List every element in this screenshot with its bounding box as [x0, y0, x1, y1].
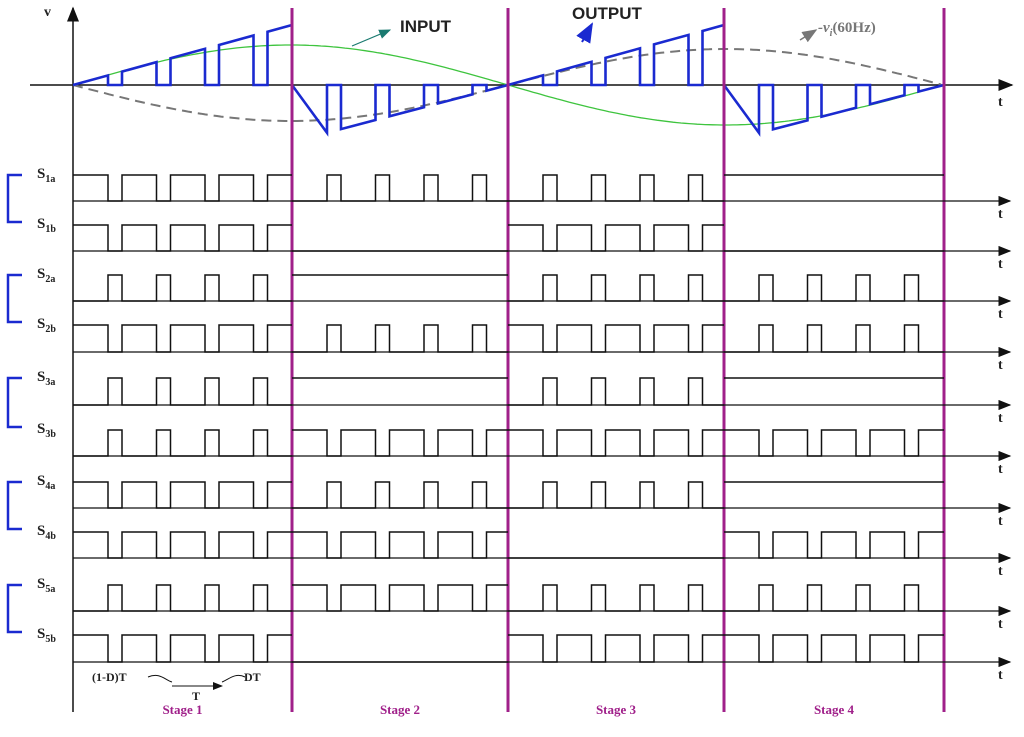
- ref-prefix: -v: [818, 20, 830, 36]
- switch-label: S1b: [37, 216, 56, 235]
- switch-symbol: S: [37, 369, 45, 385]
- switch-label: S3a: [37, 369, 55, 388]
- ref-arrow: [799, 29, 818, 43]
- pair-bracket: [6, 273, 22, 324]
- t-label: t: [998, 462, 1003, 477]
- output-arrow: [576, 22, 593, 44]
- switch-symbol: S: [37, 166, 45, 182]
- period: T: [192, 689, 200, 703]
- switch-label: S5a: [37, 576, 55, 595]
- switch-subscript: 3a: [45, 377, 55, 388]
- switch-symbol: S: [37, 473, 45, 489]
- off-time: (1-D)T: [92, 670, 127, 684]
- switch-subscript: 4a: [45, 481, 55, 492]
- switch-label: S5b: [37, 626, 56, 645]
- stage-labels: Stage 1 Stage 2 Stage 3 Stage 4: [162, 702, 854, 717]
- switch-subscript: 4b: [45, 531, 56, 542]
- switch-label: S4b: [37, 523, 56, 542]
- on-time: DT: [244, 670, 261, 684]
- switch-signal: [73, 429, 944, 457]
- switch-symbol: S: [37, 576, 45, 592]
- switch-symbol: S: [37, 421, 45, 437]
- switch-label: S3b: [37, 421, 56, 440]
- switch-subscript: 3b: [45, 429, 56, 440]
- switch-subscript: 5a: [45, 584, 55, 595]
- t-label: t: [998, 207, 1003, 222]
- switch-signal: [73, 634, 944, 663]
- waveforms: [72, 8, 946, 712]
- output-wave: [72, 23, 945, 137]
- t-label: t: [998, 514, 1003, 529]
- switch-symbol: S: [37, 266, 45, 282]
- switch-signal: [73, 274, 944, 302]
- t-label: t: [998, 307, 1003, 322]
- timing-curves: [147, 674, 246, 683]
- switch-symbol: S: [37, 316, 45, 332]
- switch-signal: [73, 324, 944, 353]
- t-label: t: [998, 617, 1003, 632]
- switch-label: S4a: [37, 473, 55, 492]
- pair-bracket: [6, 583, 22, 634]
- switch-signal: [73, 584, 944, 612]
- switch-signal: [73, 224, 944, 252]
- stage-label: Stage 1: [162, 702, 202, 717]
- t-label: t: [998, 257, 1003, 272]
- switch-label: S2b: [37, 316, 56, 335]
- t-label: t: [998, 668, 1003, 683]
- switch-label: S2a: [37, 266, 55, 285]
- switch-subscript: 1b: [45, 224, 56, 235]
- pair-bracket: [6, 376, 22, 429]
- switch-subscript: 2a: [45, 274, 55, 285]
- stage-label: Stage 3: [596, 702, 637, 717]
- stage-label: Stage 2: [380, 702, 420, 717]
- input-arrow: [351, 29, 392, 47]
- ref-suffix: (60Hz): [832, 20, 875, 36]
- switch-subscript: 2b: [45, 324, 56, 335]
- t-label: t: [998, 564, 1003, 579]
- input-label: INPUT: [400, 17, 452, 36]
- switch-label: S1a: [37, 166, 55, 185]
- switch-symbol: S: [37, 626, 45, 642]
- t-label: t: [998, 411, 1003, 426]
- t-label: t: [998, 358, 1003, 373]
- switch-signal: [73, 174, 944, 202]
- pair-bracket: [6, 480, 22, 531]
- switch-subscript: 5b: [45, 634, 56, 645]
- output-label: OUTPUT: [572, 4, 643, 23]
- v-label: v: [44, 5, 51, 20]
- pair-bracket: [6, 173, 22, 224]
- switch-signal: [73, 531, 944, 559]
- t-label: t: [998, 95, 1003, 110]
- stage-label: Stage 4: [814, 702, 855, 717]
- switch-subscript: 1a: [45, 174, 55, 185]
- ref-sub: i: [830, 28, 833, 39]
- reference-label: -vi(60Hz): [818, 20, 876, 39]
- switch-symbol: S: [37, 523, 45, 539]
- switch-signal: [73, 377, 944, 406]
- switch-symbol: S: [37, 216, 45, 232]
- switch-signal: [73, 481, 944, 509]
